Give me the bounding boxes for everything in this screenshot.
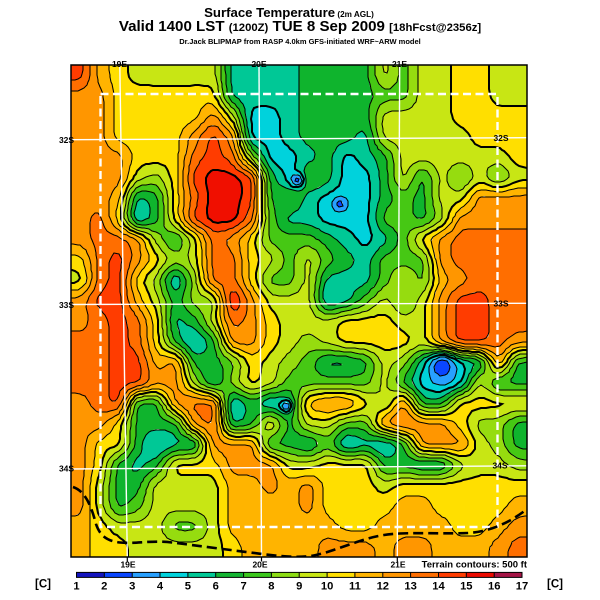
- svg-text:21E: 21E: [390, 560, 405, 570]
- svg-text:Valid 1400 LST (1200Z) TUE 8 S: Valid 1400 LST (1200Z) TUE 8 Sep 2009 [1…: [119, 18, 482, 35]
- svg-text:20E: 20E: [252, 560, 267, 570]
- svg-text:5: 5: [185, 581, 191, 593]
- svg-text:15: 15: [460, 581, 472, 593]
- svg-text:17: 17: [516, 581, 528, 593]
- svg-text:16: 16: [488, 581, 500, 593]
- svg-text:9: 9: [296, 581, 302, 593]
- svg-text:20E: 20E: [251, 59, 266, 69]
- svg-text:7: 7: [240, 581, 246, 593]
- svg-text:10: 10: [321, 581, 333, 593]
- svg-text:[C]: [C]: [35, 579, 51, 591]
- svg-text:6: 6: [213, 581, 219, 593]
- svg-text:[C]: [C]: [547, 579, 563, 591]
- svg-text:21E: 21E: [392, 59, 407, 69]
- svg-text:34S: 34S: [492, 461, 507, 471]
- svg-text:33S: 33S: [493, 299, 508, 309]
- svg-text:13: 13: [404, 581, 416, 593]
- svg-text:32S: 32S: [493, 133, 508, 143]
- svg-text:3: 3: [129, 581, 135, 593]
- svg-text:Dr.Jack BLIPMAP from RASP 4.0k: Dr.Jack BLIPMAP from RASP 4.0km GFS-init…: [179, 37, 421, 46]
- svg-text:4: 4: [157, 581, 164, 593]
- svg-text:12: 12: [377, 581, 389, 593]
- svg-text:1: 1: [73, 581, 79, 593]
- svg-text:8: 8: [268, 581, 274, 593]
- svg-text:Terrain contours: 500 ft: Terrain contours: 500 ft: [422, 560, 528, 571]
- svg-text:2: 2: [101, 581, 107, 593]
- svg-text:32S: 32S: [59, 135, 74, 145]
- svg-text:33S: 33S: [59, 300, 74, 310]
- svg-text:19E: 19E: [112, 59, 127, 69]
- svg-text:34S: 34S: [59, 464, 74, 474]
- svg-text:11: 11: [349, 581, 361, 593]
- svg-text:14: 14: [432, 581, 445, 593]
- svg-text:Surface Temperature (2m AGL): Surface Temperature (2m AGL): [204, 5, 374, 20]
- svg-text:19E: 19E: [120, 560, 135, 570]
